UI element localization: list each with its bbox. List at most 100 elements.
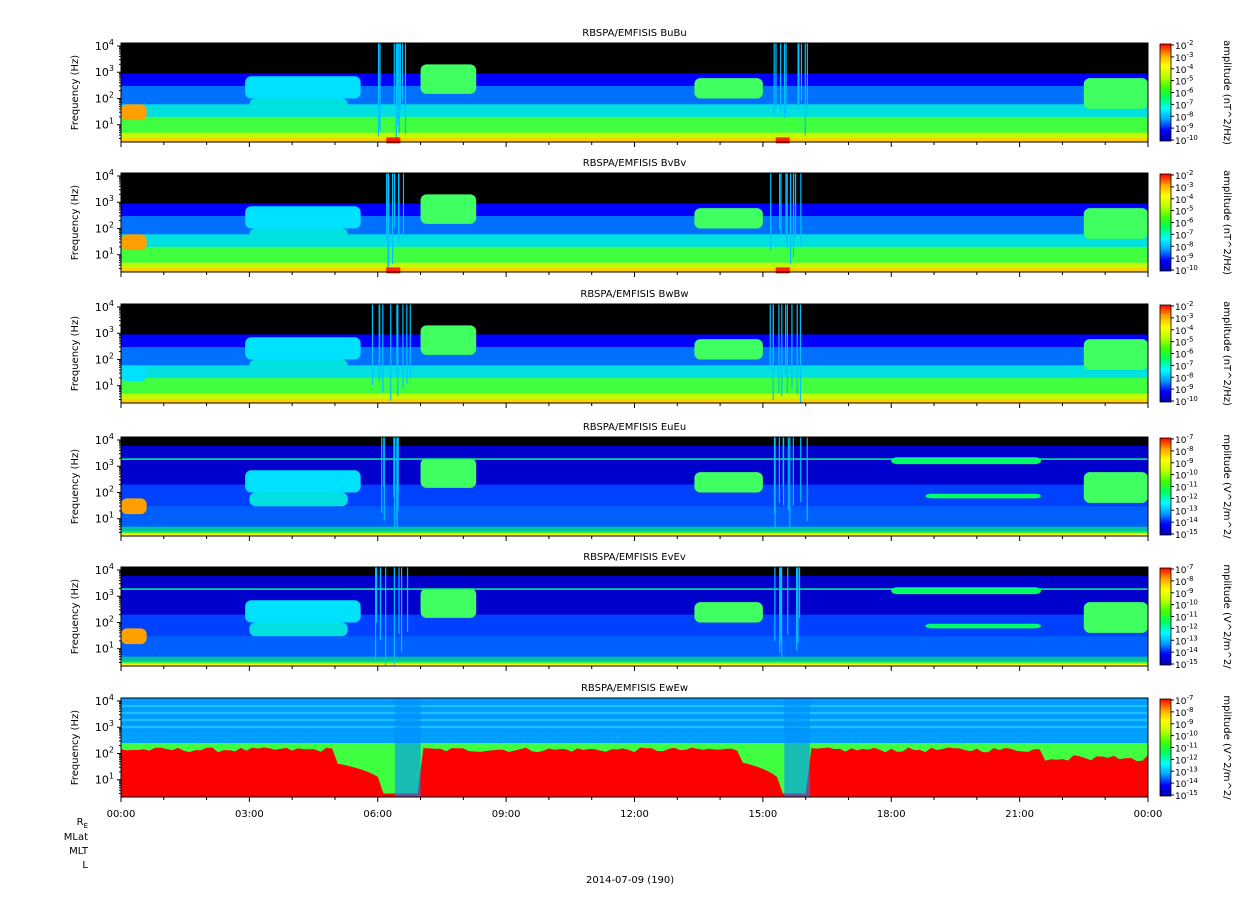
colorbar-tick-base: 10: [1175, 661, 1187, 671]
y-tick-base: 10: [95, 695, 109, 708]
colorbar-tick-exponent: -7: [1186, 433, 1193, 441]
colorbar: [1159, 567, 1172, 666]
burst-line: [387, 173, 390, 224]
y-tick-label: 104: [95, 432, 114, 447]
colorbar-tick-base: 10: [1175, 374, 1187, 384]
colorbar-tick-exponent: -6: [1186, 87, 1194, 95]
colorbar-tick-label: 10-14: [1175, 777, 1198, 790]
y-axis-label: Frequency (Hz): [70, 710, 81, 786]
colorbar-tick-label: 10-6: [1175, 217, 1194, 230]
burst-line: [376, 567, 378, 623]
y-tick-exponent: 1: [109, 641, 114, 650]
colorbar-tick-base: 10: [1175, 436, 1187, 446]
colorbar-tick-label: 10-8: [1175, 445, 1193, 458]
colorbar-tick-base: 10: [1175, 721, 1187, 731]
burst-line: [390, 304, 392, 401]
colorbar-tick-base: 10: [1175, 386, 1187, 396]
colorbar-tick-base: 10: [1175, 90, 1187, 100]
burst-line: [798, 567, 801, 619]
y-tick-label: 102: [95, 220, 114, 235]
burst-line: [785, 43, 787, 114]
colorbar-label: amplitude (nT^2/Hz): [1221, 301, 1232, 406]
colorbar-tick-label: 10-4: [1175, 324, 1194, 337]
colorbar-tick-exponent: -11: [1186, 742, 1197, 750]
colorbar-tick-exponent: -15: [1186, 528, 1197, 536]
colorbar-tick-base: 10: [1175, 172, 1187, 182]
burst-line: [790, 173, 792, 265]
colorbar-tick-base: 10: [1175, 101, 1187, 111]
y-tick-exponent: 4: [109, 432, 114, 441]
colorbar-tick-base: 10: [1175, 137, 1187, 147]
ephemeris-re-text: R: [76, 817, 84, 828]
burst-line: [786, 173, 788, 248]
colorbar-tick-label: 10-12: [1175, 492, 1198, 505]
burst-line: [394, 437, 396, 530]
burst-line: [804, 43, 806, 136]
colorbar-tick-exponent: -8: [1186, 575, 1193, 583]
burst-line: [406, 567, 409, 633]
colorbar-tick-label: 10-6: [1175, 87, 1194, 100]
colorbar-tick-exponent: -15: [1186, 789, 1197, 797]
colorbar-tick-exponent: -3: [1186, 51, 1193, 59]
colorbar-tick-exponent: -10: [1186, 599, 1197, 607]
burst-line: [798, 43, 800, 104]
panel-title: RBSPA/EMFISIS BuBu: [582, 28, 686, 39]
spectrogram-line: [121, 702, 1148, 703]
burst-line: [797, 43, 799, 111]
colorbar-tick-base: 10: [1175, 448, 1187, 458]
colorbar-tick-base: 10: [1175, 709, 1187, 719]
spectrogram-red-region: [121, 747, 1148, 797]
x-tick-label: 09:00: [492, 809, 521, 820]
y-tick-exponent: 2: [109, 484, 114, 493]
colorbar-tick-label: 10-14: [1175, 646, 1198, 659]
colorbar-tick-label: 10-7: [1175, 694, 1193, 707]
y-tick-base: 10: [95, 249, 109, 262]
colorbar-tick-label: 10-8: [1175, 240, 1193, 253]
chorus-band: [1083, 208, 1148, 239]
y-tick-label: 104: [95, 562, 114, 577]
burst-line: [404, 43, 407, 135]
burst-line: [398, 43, 400, 134]
y-tick-base: 10: [95, 774, 109, 787]
spectrogram-line: [121, 712, 1148, 714]
burst-line: [397, 437, 399, 509]
y-tick-base: 10: [95, 747, 109, 760]
colorbar-tick-label: 10-5: [1175, 205, 1193, 218]
colorbar-tick-exponent: -8: [1186, 371, 1193, 379]
colorbar: [1159, 698, 1172, 797]
colorbar-tick-exponent: -11: [1186, 611, 1197, 619]
colorbar-tick-exponent: -2: [1186, 300, 1193, 308]
colorbar-tick-label: 10-7: [1175, 359, 1193, 372]
colorbar-tick-base: 10: [1175, 231, 1187, 241]
panel-3: RBSPA/EMFISIS BwBw101102103104Frequency …: [70, 289, 1232, 408]
colorbar-tick-label: 10-10: [1175, 730, 1198, 743]
burst-line: [787, 437, 789, 511]
y-tick-base: 10: [95, 434, 109, 447]
y-tick-base: 10: [95, 222, 109, 235]
emic-band: [891, 457, 1042, 465]
y-tick-base: 10: [95, 460, 109, 473]
y-tick-label: 102: [95, 745, 114, 760]
burst-line: [401, 43, 404, 103]
chorus-band: [694, 339, 763, 360]
y-tick-label: 101: [95, 641, 114, 656]
colorbar-tick-base: 10: [1175, 255, 1187, 265]
y-tick-exponent: 4: [109, 693, 114, 702]
colorbar-tick-label: 10-8: [1175, 575, 1193, 588]
colorbar-tick-exponent: -6: [1186, 348, 1194, 356]
colorbar-tick-label: 10-13: [1175, 765, 1198, 778]
burst-line: [799, 304, 802, 403]
date-label: 2014-07-09 (190): [586, 875, 675, 886]
colorbar-tick-label: 10-8: [1175, 706, 1193, 719]
y-tick-exponent: 1: [109, 117, 114, 126]
chorus-band: [245, 337, 361, 360]
burst-line: [800, 173, 802, 247]
burst-line: [775, 43, 777, 109]
x-tick-label: 18:00: [877, 809, 906, 820]
y-tick-base: 10: [95, 721, 109, 734]
colorbar-label: mplitude (V^2/m^2/: [1221, 695, 1232, 800]
colorbar-tick-base: 10: [1175, 196, 1187, 206]
colorbar-tick-base: 10: [1175, 460, 1187, 470]
y-tick-base: 10: [95, 486, 109, 499]
